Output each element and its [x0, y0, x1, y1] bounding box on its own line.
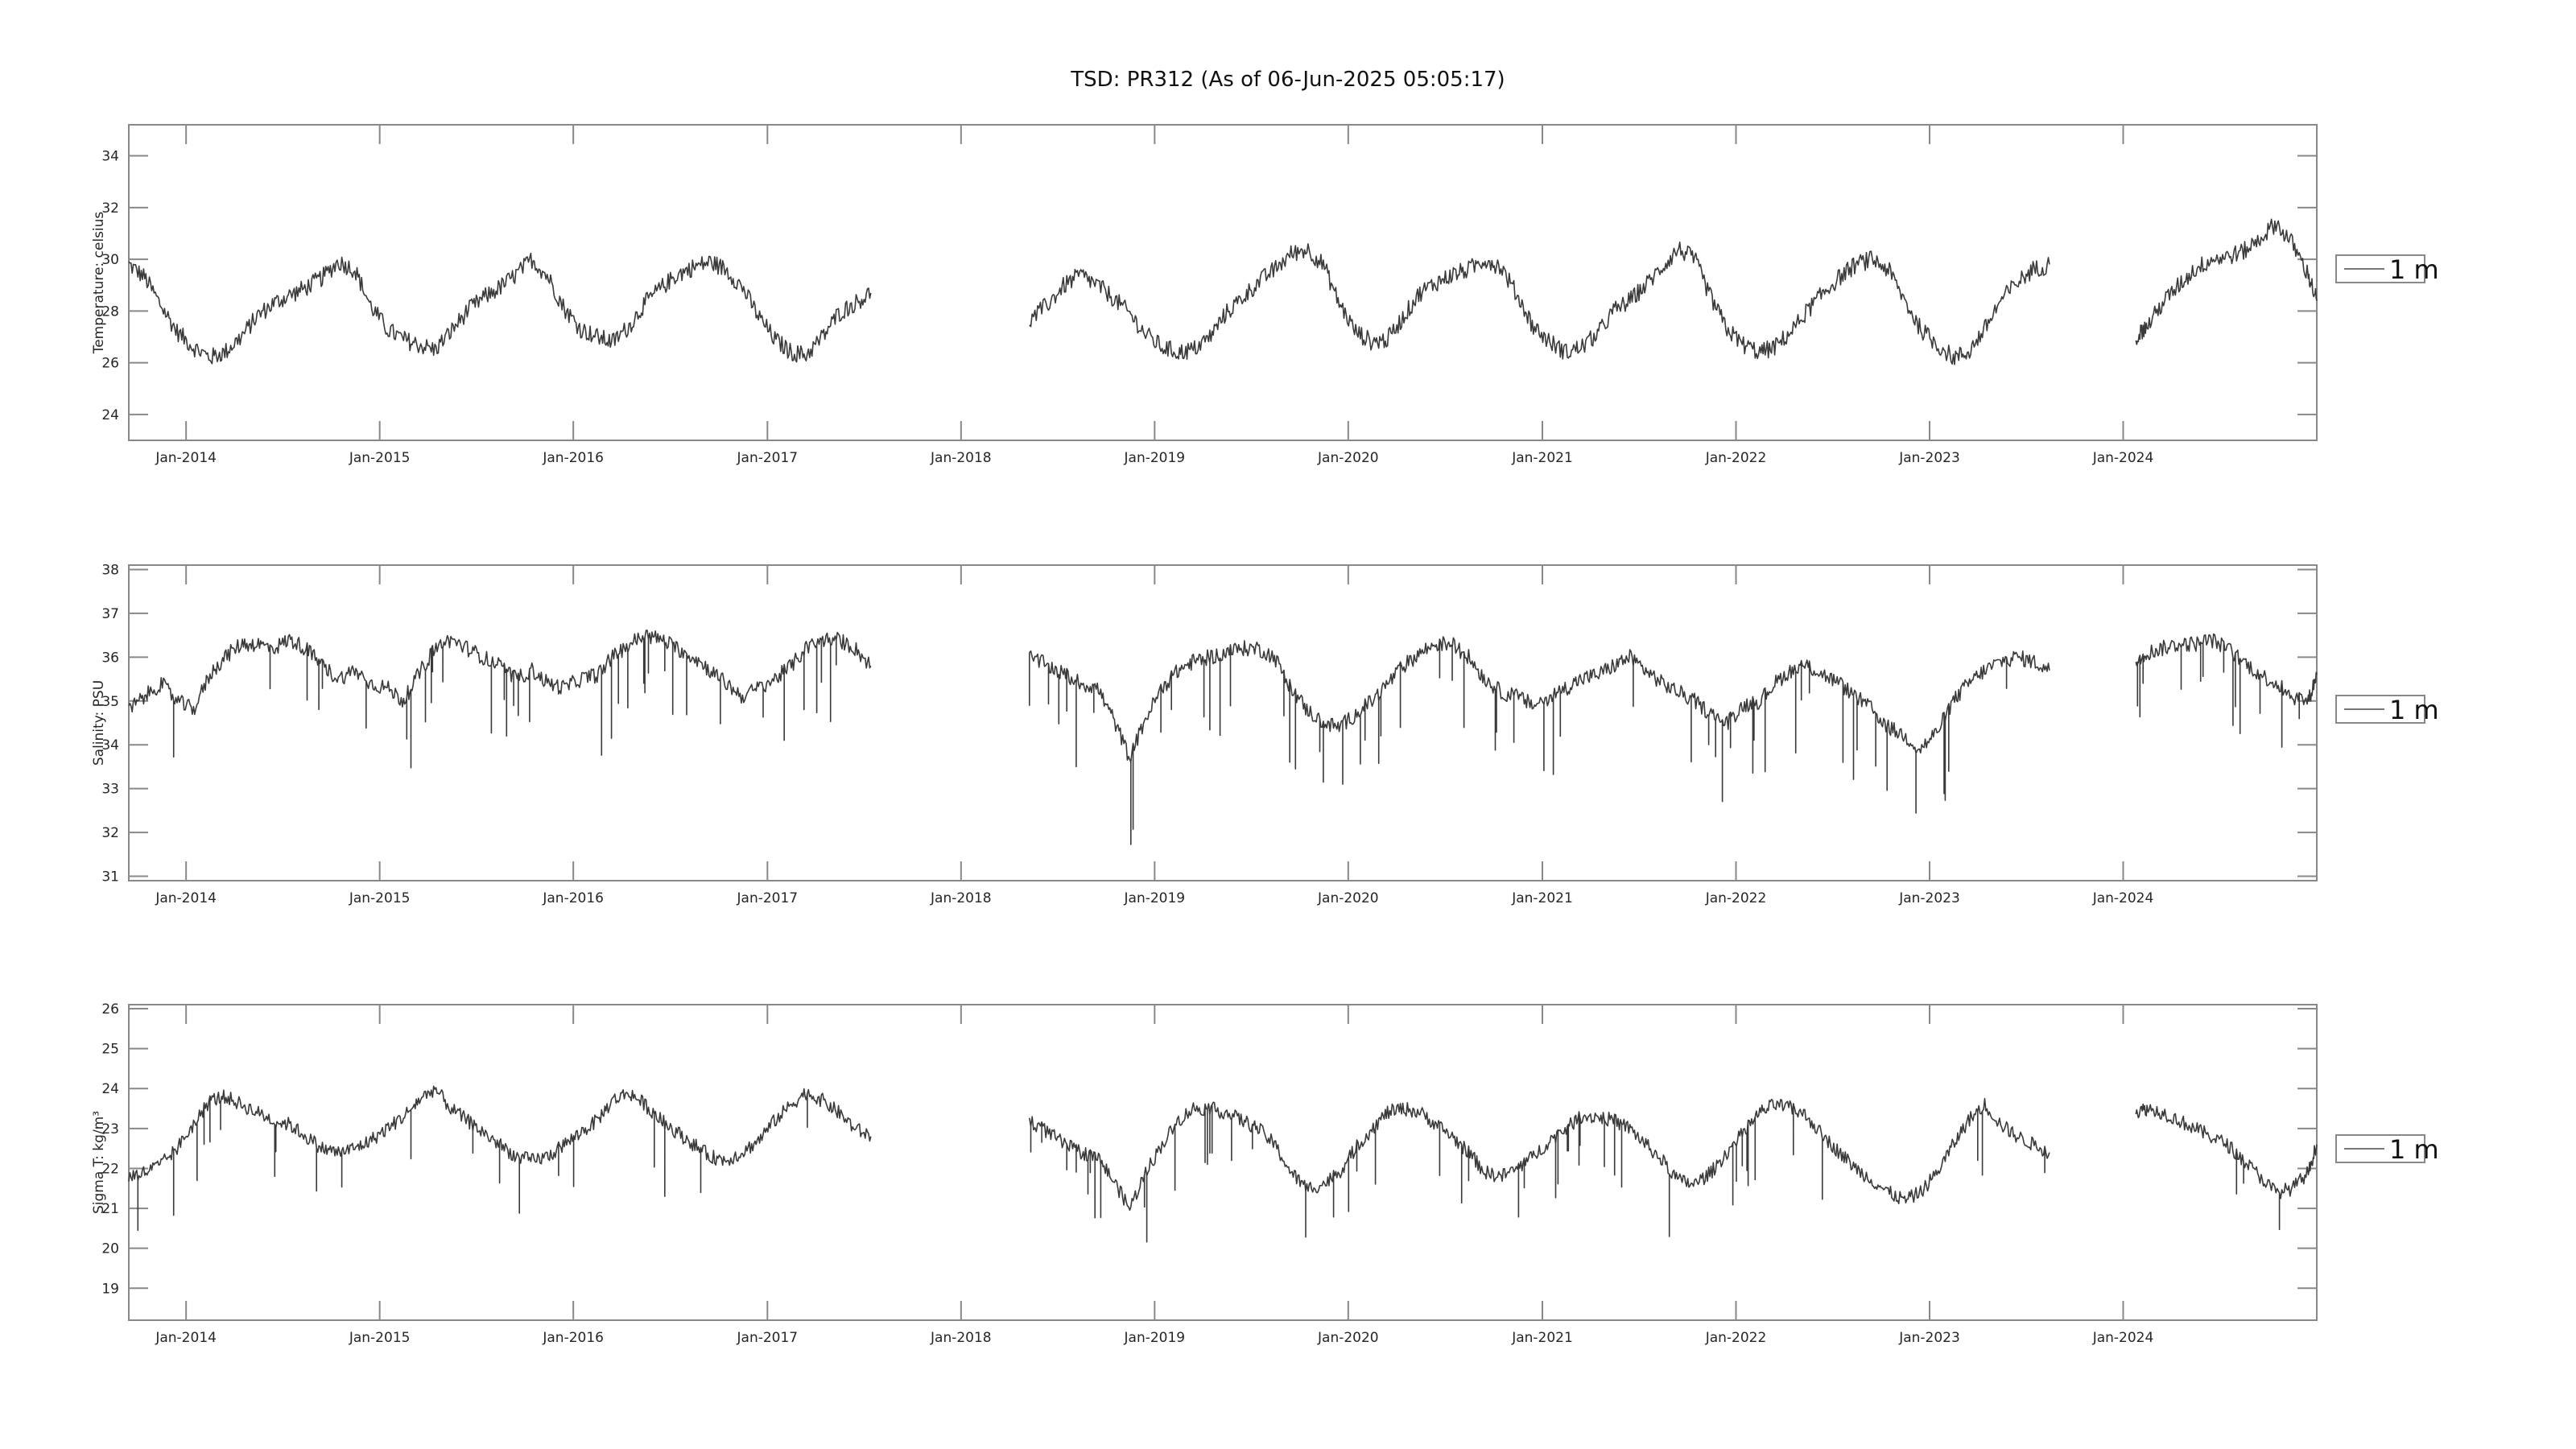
- legend-label: 1 m: [2389, 695, 2439, 725]
- y-tick-label: 36: [101, 650, 119, 666]
- x-tick-label: Jan-2016: [542, 890, 604, 906]
- x-tick-label: Jan-2021: [1511, 1330, 1573, 1346]
- x-tick-label: Jan-2021: [1511, 890, 1573, 906]
- series-line-1m: [2135, 633, 2318, 748]
- x-tick-label: Jan-2019: [1124, 1330, 1186, 1346]
- y-tick-label: 24: [101, 1081, 119, 1097]
- x-tick-label: Jan-2022: [1705, 450, 1767, 466]
- series-line-1m: [2135, 1103, 2318, 1231]
- x-tick-label: Jan-2022: [1705, 1330, 1767, 1346]
- y-tick-label: 32: [101, 825, 119, 841]
- legend-label: 1 m: [2389, 254, 2439, 285]
- x-tick-label: Jan-2024: [2092, 450, 2154, 466]
- x-tick-label: Jan-2020: [1317, 890, 1379, 906]
- series-line-1m: [128, 630, 872, 769]
- y-tick-label: 33: [101, 782, 119, 798]
- x-tick-label: Jan-2018: [930, 450, 992, 466]
- series-line-1m: [1029, 1097, 2050, 1243]
- series-line-1m: [128, 1085, 872, 1232]
- y-tick-label: 26: [101, 1001, 119, 1018]
- x-tick-label: Jan-2021: [1511, 450, 1573, 466]
- x-tick-label: Jan-2015: [349, 1330, 411, 1346]
- y-axis-label: Temperature: celsius: [91, 212, 107, 355]
- y-tick-label: 32: [101, 200, 119, 217]
- axes-box: [128, 564, 2318, 881]
- x-tick-label: Jan-2024: [2092, 1330, 2154, 1346]
- y-tick-label: 38: [101, 562, 119, 578]
- x-tick-label: Jan-2024: [2092, 890, 2154, 906]
- y-tick-label: 37: [101, 606, 119, 622]
- y-tick-label: 20: [101, 1241, 119, 1257]
- series-line-1m: [1029, 242, 2050, 365]
- y-tick-label: 19: [101, 1281, 119, 1297]
- x-tick-label: Jan-2019: [1124, 450, 1186, 466]
- y-tick-label: 31: [101, 869, 119, 886]
- x-tick-label: Jan-2018: [930, 890, 992, 906]
- y-tick-label: 34: [101, 149, 119, 165]
- y-axis-label: Sigma T: kg/m³: [91, 1111, 107, 1214]
- y-tick-label: 30: [101, 252, 119, 268]
- y-tick-label: 34: [101, 737, 119, 753]
- y-tick-label: 23: [101, 1121, 119, 1137]
- x-tick-label: Jan-2019: [1124, 890, 1186, 906]
- series-line-1m: [128, 252, 872, 365]
- axes-box: [128, 124, 2318, 441]
- series-line-1m: [2135, 218, 2318, 345]
- y-tick-label: 26: [101, 356, 119, 372]
- x-tick-label: Jan-2023: [1898, 890, 1960, 906]
- y-axis-label: Salinity: PSU: [91, 680, 107, 766]
- y-tick-label: 24: [101, 407, 119, 423]
- y-tick-label: 25: [101, 1042, 119, 1058]
- y-tick-label: 28: [101, 303, 119, 320]
- legend-label: 1 m: [2389, 1134, 2439, 1165]
- x-tick-label: Jan-2014: [155, 1330, 217, 1346]
- chart-title: TSD: PR312 (As of 06-Jun-2025 05:05:17): [1071, 68, 1505, 92]
- x-tick-label: Jan-2016: [542, 450, 604, 466]
- x-tick-label: Jan-2020: [1317, 450, 1379, 466]
- y-tick-label: 22: [101, 1161, 119, 1177]
- y-tick-label: 21: [101, 1201, 119, 1217]
- x-tick-label: Jan-2018: [930, 1330, 992, 1346]
- axes-box: [128, 1004, 2318, 1321]
- x-tick-label: Jan-2022: [1705, 890, 1767, 906]
- x-tick-label: Jan-2014: [155, 450, 217, 466]
- x-tick-label: Jan-2023: [1898, 1330, 1960, 1346]
- x-tick-label: Jan-2017: [737, 1330, 799, 1346]
- series-line-1m: [1029, 636, 2050, 845]
- y-tick-label: 35: [101, 694, 119, 710]
- x-tick-label: Jan-2023: [1898, 450, 1960, 466]
- x-tick-label: Jan-2017: [737, 450, 799, 466]
- x-tick-label: Jan-2020: [1317, 1330, 1379, 1346]
- x-tick-label: Jan-2014: [155, 890, 217, 906]
- x-tick-label: Jan-2017: [737, 890, 799, 906]
- x-tick-label: Jan-2016: [542, 1330, 604, 1346]
- x-tick-label: Jan-2015: [349, 890, 411, 906]
- x-tick-label: Jan-2015: [349, 450, 411, 466]
